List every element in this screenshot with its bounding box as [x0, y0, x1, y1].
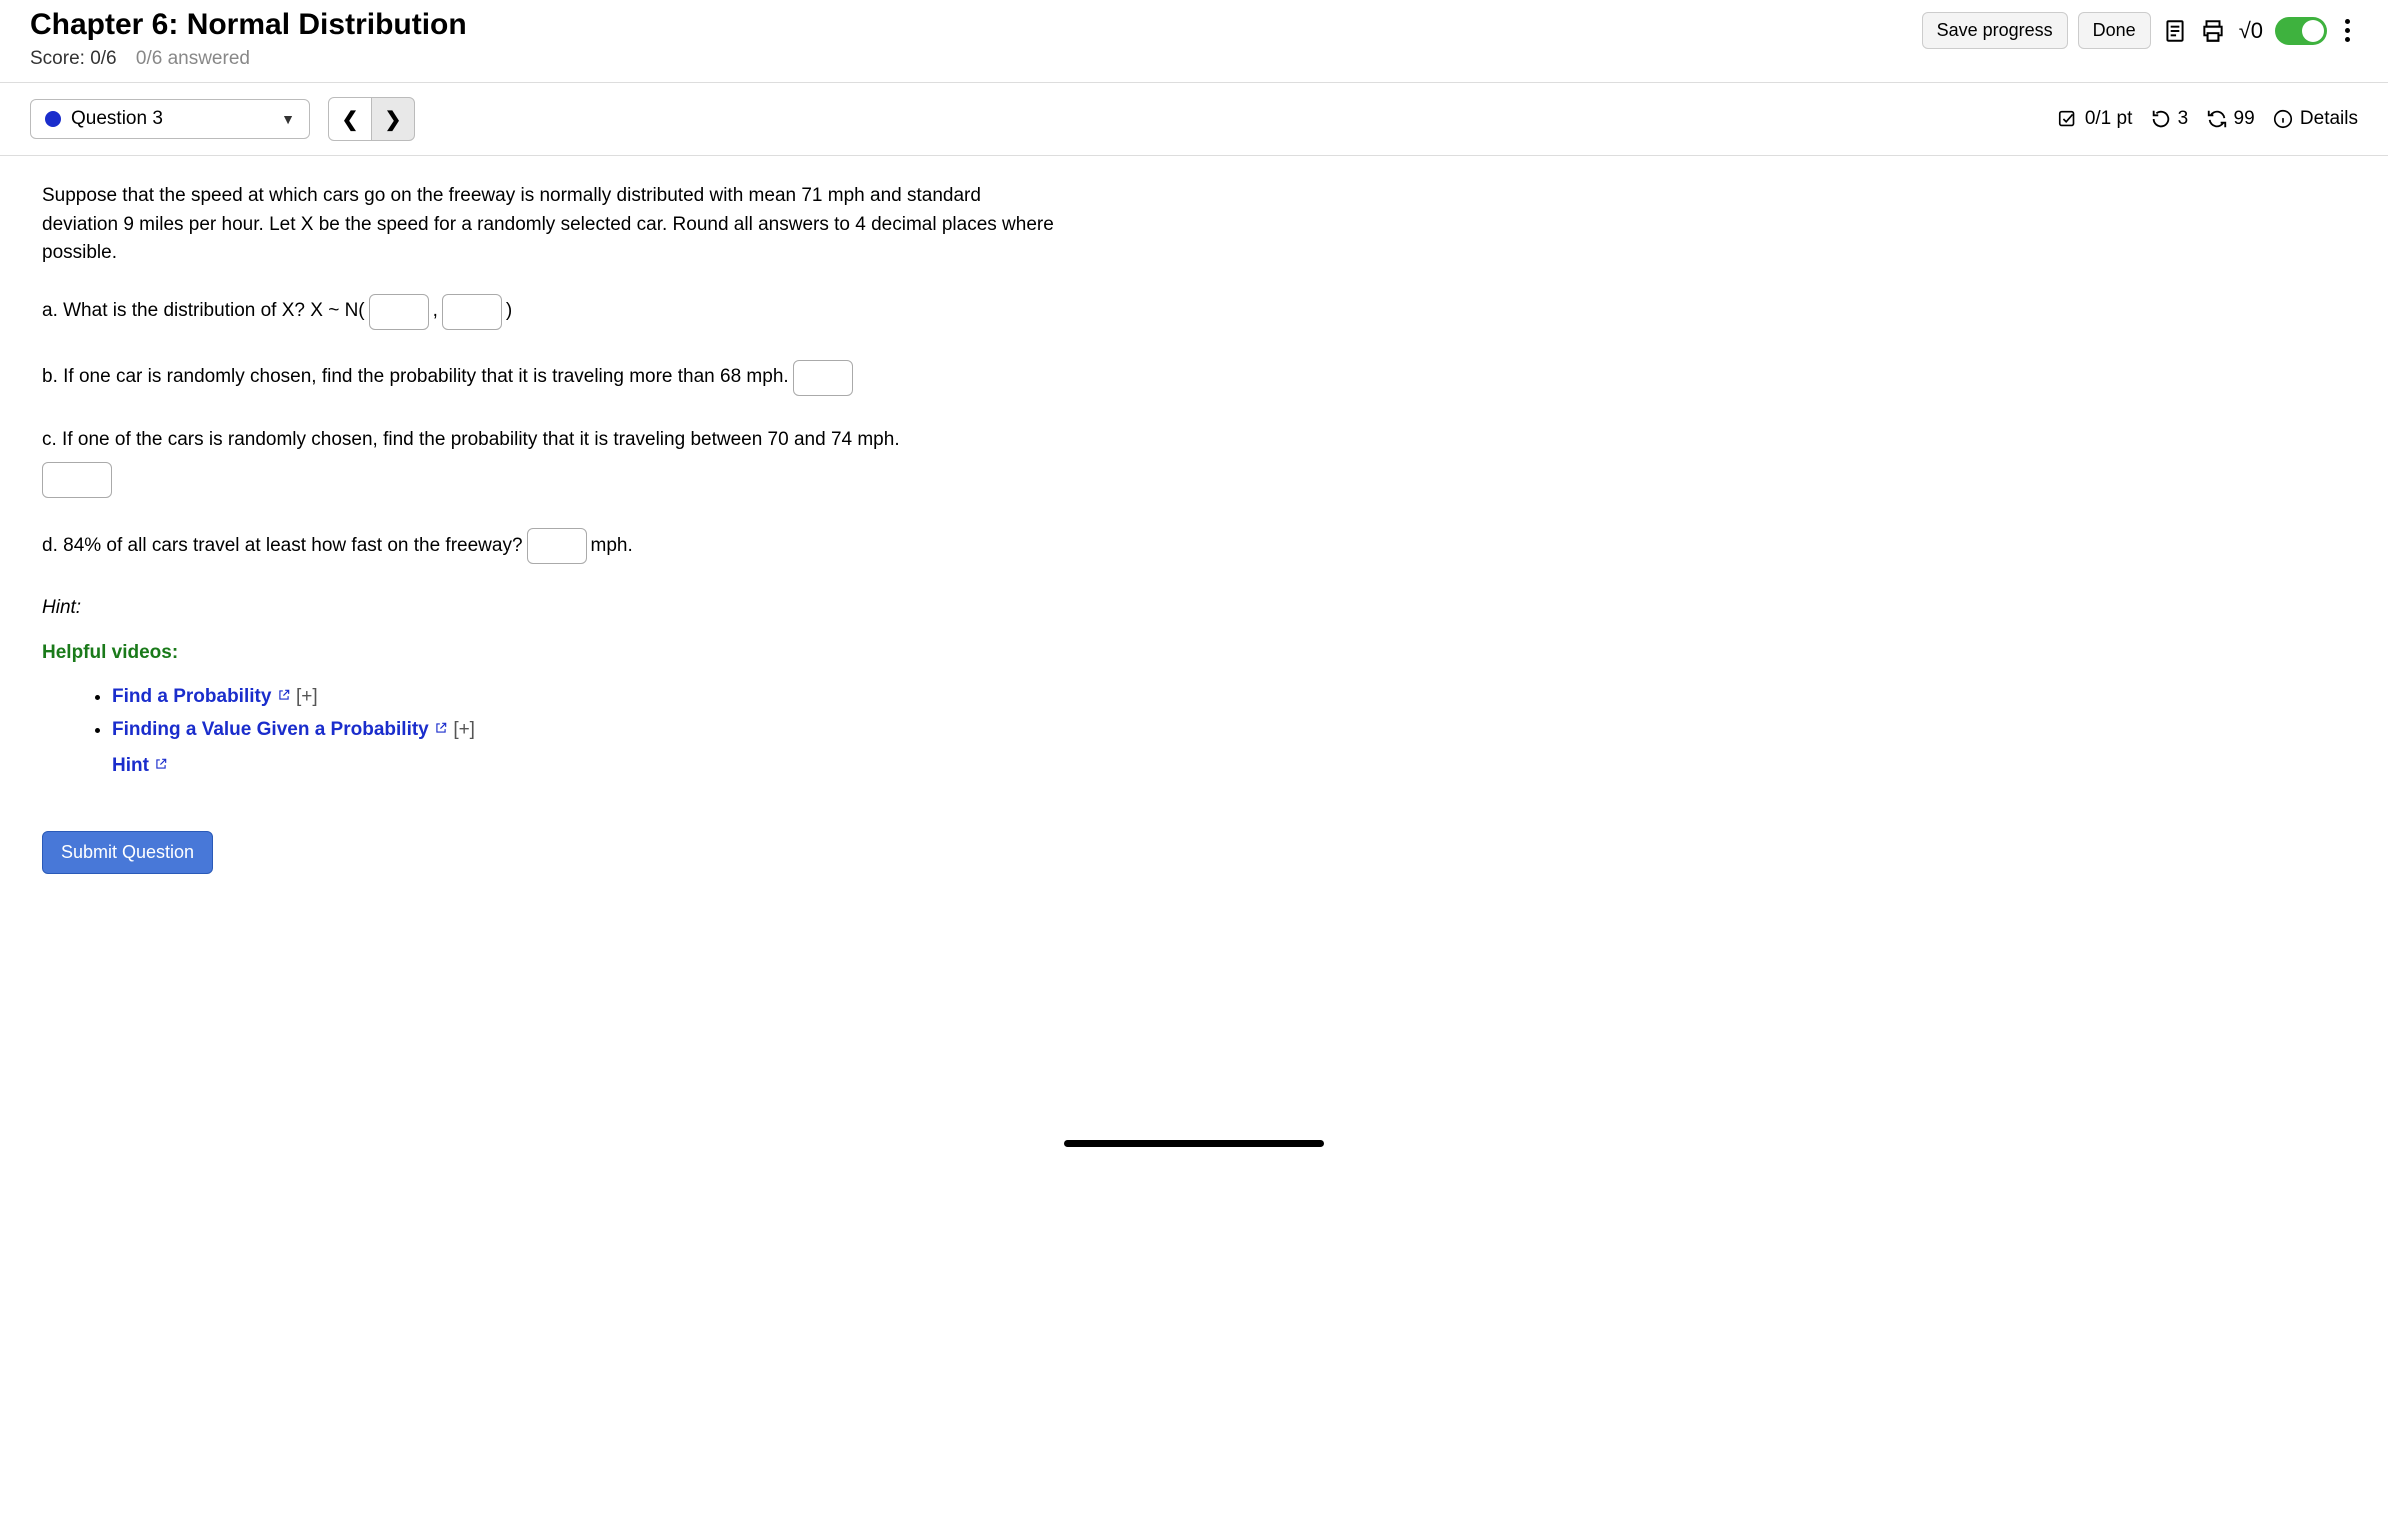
part-a-input-mean[interactable] — [369, 294, 429, 330]
expand-tag[interactable]: [+] — [453, 719, 475, 740]
expand-tag[interactable]: [+] — [296, 686, 318, 707]
retry-icon — [2150, 108, 2172, 130]
video-link-1[interactable]: Find a Probability — [112, 686, 291, 707]
part-c-text: c. If one of the cars is randomly chosen… — [42, 426, 1058, 455]
part-b-input[interactable] — [793, 360, 853, 396]
list-item: Find a Probability [+] — [112, 683, 1058, 712]
question-intro: Suppose that the speed at which cars go … — [42, 182, 1058, 268]
question-selector[interactable]: Question 3 ▼ — [30, 99, 310, 139]
video-link-2[interactable]: Finding a Value Given a Probability — [112, 719, 448, 740]
retries-label: 99 — [2234, 108, 2255, 130]
hint-label: Hint: — [42, 594, 1058, 623]
question-label: Question 3 — [71, 108, 163, 130]
info-icon — [2272, 108, 2294, 130]
part-a-suffix: ) — [506, 297, 512, 326]
save-progress-button[interactable]: Save progress — [1922, 12, 2068, 49]
details-link[interactable]: Details — [2300, 108, 2358, 130]
next-question-button[interactable]: ❯ — [371, 97, 415, 141]
part-d-input[interactable] — [527, 528, 587, 564]
part-a-input-sd[interactable] — [442, 294, 502, 330]
sqrt-label: √0 — [2239, 18, 2263, 44]
page-title: Chapter 6: Normal Distribution — [30, 8, 467, 42]
more-menu-icon[interactable] — [2337, 15, 2358, 46]
answered-label: 0/6 answered — [136, 48, 250, 69]
hint-link[interactable]: Hint — [112, 755, 168, 776]
question-status-dot — [45, 111, 61, 127]
part-d-suffix: mph. — [591, 532, 633, 561]
part-b-text: b. If one car is randomly chosen, find t… — [42, 363, 789, 392]
part-a-prefix: a. What is the distribution of X? X ~ N( — [42, 297, 365, 326]
part-a-sep: , — [433, 297, 438, 326]
score-label: Score: 0/6 — [30, 48, 117, 69]
external-link-icon — [154, 757, 168, 771]
part-d-prefix: d. 84% of all cars travel at least how f… — [42, 532, 523, 561]
refresh-icon — [2206, 108, 2228, 130]
done-button[interactable]: Done — [2078, 12, 2151, 49]
external-link-icon — [434, 721, 448, 735]
part-c-input[interactable] — [42, 462, 112, 498]
attempts-label: 3 — [2178, 108, 2189, 130]
print-icon[interactable] — [2199, 17, 2227, 45]
home-indicator — [1064, 1140, 1324, 1147]
points-label: 0/1 pt — [2085, 108, 2133, 130]
videos-label: Helpful videos: — [42, 639, 1058, 668]
prev-question-button[interactable]: ❮ — [328, 97, 372, 141]
external-link-icon — [277, 688, 291, 702]
list-item: Finding a Value Given a Probability [+] — [112, 716, 1058, 745]
submit-question-button[interactable]: Submit Question — [42, 831, 213, 874]
notes-icon[interactable] — [2161, 17, 2189, 45]
calculator-toggle[interactable] — [2275, 17, 2327, 45]
chevron-down-icon: ▼ — [281, 111, 295, 127]
check-icon — [2057, 108, 2079, 130]
